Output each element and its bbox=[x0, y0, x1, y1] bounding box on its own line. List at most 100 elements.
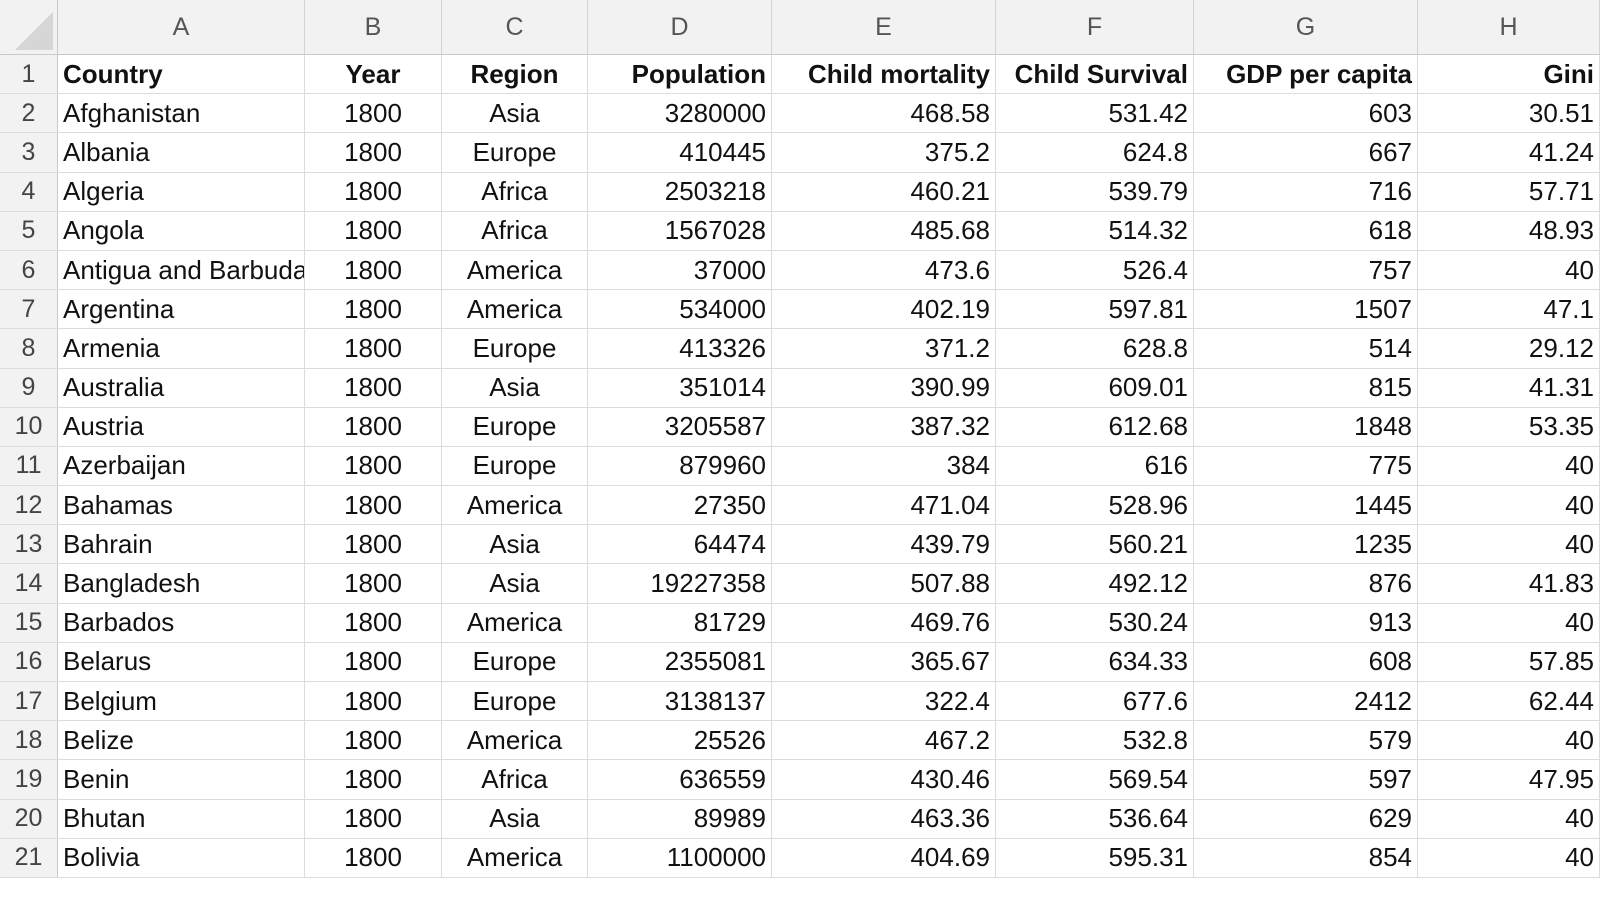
cell-year[interactable]: 1800 bbox=[305, 486, 442, 525]
row-number[interactable]: 17 bbox=[0, 682, 58, 721]
cell-gdp-per-capita[interactable]: 913 bbox=[1194, 603, 1418, 642]
cell-country[interactable]: Bolivia bbox=[58, 838, 305, 877]
cell-child-survival[interactable]: 526.4 bbox=[996, 250, 1194, 290]
row-number[interactable]: 21 bbox=[0, 838, 58, 877]
cell-year[interactable]: 1800 bbox=[305, 290, 442, 329]
cell-year[interactable]: 1800 bbox=[305, 133, 442, 172]
cell-population[interactable]: 3280000 bbox=[588, 94, 772, 133]
cell-child-mortality[interactable]: 387.32 bbox=[772, 407, 996, 446]
cell-child-mortality[interactable]: 463.36 bbox=[772, 799, 996, 838]
row-number[interactable]: 8 bbox=[0, 329, 58, 368]
cell-child-survival[interactable]: 530.24 bbox=[996, 603, 1194, 642]
cell-gini[interactable]: 40 bbox=[1418, 838, 1600, 877]
cell-year[interactable]: 1800 bbox=[305, 682, 442, 721]
cell-gdp-per-capita[interactable]: 775 bbox=[1194, 446, 1418, 486]
row-number[interactable]: 7 bbox=[0, 290, 58, 329]
cell-population[interactable]: 534000 bbox=[588, 290, 772, 329]
cell-country[interactable]: Antigua and Barbuda bbox=[58, 250, 305, 290]
cell-year[interactable]: 1800 bbox=[305, 94, 442, 133]
cell-population[interactable]: 410445 bbox=[588, 133, 772, 172]
column-header-b[interactable]: B bbox=[305, 0, 442, 54]
cell-gini[interactable]: 57.85 bbox=[1418, 642, 1600, 681]
cell-year[interactable]: 1800 bbox=[305, 603, 442, 642]
column-header-e[interactable]: E bbox=[772, 0, 996, 54]
cell-region[interactable]: Africa bbox=[442, 211, 588, 250]
cell-gini[interactable]: 40 bbox=[1418, 603, 1600, 642]
cell-gini[interactable]: 29.12 bbox=[1418, 329, 1600, 368]
cell-child-mortality[interactable]: 430.46 bbox=[772, 760, 996, 799]
cell-country[interactable]: Albania bbox=[58, 133, 305, 172]
cell-year[interactable]: 1800 bbox=[305, 407, 442, 446]
header-cell-child-mortality[interactable]: Child mortality bbox=[772, 55, 996, 94]
row-number[interactable]: 10 bbox=[0, 407, 58, 446]
row-number[interactable]: 3 bbox=[0, 133, 58, 172]
cell-gdp-per-capita[interactable]: 2412 bbox=[1194, 682, 1418, 721]
cell-population[interactable]: 2355081 bbox=[588, 642, 772, 681]
cell-country[interactable]: Belgium bbox=[58, 682, 305, 721]
cell-gini[interactable]: 57.71 bbox=[1418, 172, 1600, 211]
cell-child-survival[interactable]: 528.96 bbox=[996, 486, 1194, 525]
column-header-c[interactable]: C bbox=[442, 0, 588, 54]
row-number[interactable]: 19 bbox=[0, 760, 58, 799]
cell-child-survival[interactable]: 492.12 bbox=[996, 564, 1194, 603]
row-number[interactable]: 6 bbox=[0, 250, 58, 290]
cell-population[interactable]: 89989 bbox=[588, 799, 772, 838]
cell-gdp-per-capita[interactable]: 629 bbox=[1194, 799, 1418, 838]
header-cell-child-survival[interactable]: Child Survival bbox=[996, 55, 1194, 94]
cell-gini[interactable]: 40 bbox=[1418, 486, 1600, 525]
cell-year[interactable]: 1800 bbox=[305, 250, 442, 290]
cell-population[interactable]: 25526 bbox=[588, 721, 772, 760]
cell-child-survival[interactable]: 609.01 bbox=[996, 368, 1194, 407]
cell-gdp-per-capita[interactable]: 603 bbox=[1194, 94, 1418, 133]
cell-population[interactable]: 413326 bbox=[588, 329, 772, 368]
cell-region[interactable]: Europe bbox=[442, 446, 588, 486]
cell-child-survival[interactable]: 597.81 bbox=[996, 290, 1194, 329]
select-all-corner[interactable] bbox=[0, 0, 58, 54]
cell-gini[interactable]: 48.93 bbox=[1418, 211, 1600, 250]
cell-gini[interactable]: 41.83 bbox=[1418, 564, 1600, 603]
header-cell-population[interactable]: Population bbox=[588, 55, 772, 94]
cell-region[interactable]: America bbox=[442, 486, 588, 525]
cell-child-mortality[interactable]: 507.88 bbox=[772, 564, 996, 603]
row-number[interactable]: 15 bbox=[0, 603, 58, 642]
header-cell-year[interactable]: Year bbox=[305, 55, 442, 94]
cell-country[interactable]: Belize bbox=[58, 721, 305, 760]
cell-gdp-per-capita[interactable]: 1848 bbox=[1194, 407, 1418, 446]
cell-gini[interactable]: 41.24 bbox=[1418, 133, 1600, 172]
cell-gini[interactable]: 40 bbox=[1418, 250, 1600, 290]
cell-child-mortality[interactable]: 468.58 bbox=[772, 94, 996, 133]
cell-country[interactable]: Barbados bbox=[58, 603, 305, 642]
cell-year[interactable]: 1800 bbox=[305, 838, 442, 877]
cell-population[interactable]: 81729 bbox=[588, 603, 772, 642]
cell-gdp-per-capita[interactable]: 1507 bbox=[1194, 290, 1418, 329]
cell-child-survival[interactable]: 677.6 bbox=[996, 682, 1194, 721]
cell-year[interactable]: 1800 bbox=[305, 642, 442, 681]
cell-child-survival[interactable]: 634.33 bbox=[996, 642, 1194, 681]
column-header-d[interactable]: D bbox=[588, 0, 772, 54]
cell-child-survival[interactable]: 514.32 bbox=[996, 211, 1194, 250]
cell-region[interactable]: Asia bbox=[442, 799, 588, 838]
cell-country[interactable]: Argentina bbox=[58, 290, 305, 329]
cell-year[interactable]: 1800 bbox=[305, 368, 442, 407]
cell-region[interactable]: America bbox=[442, 250, 588, 290]
cell-gini[interactable]: 62.44 bbox=[1418, 682, 1600, 721]
cell-child-mortality[interactable]: 467.2 bbox=[772, 721, 996, 760]
cell-region[interactable]: Europe bbox=[442, 682, 588, 721]
cell-year[interactable]: 1800 bbox=[305, 211, 442, 250]
cell-gini[interactable]: 53.35 bbox=[1418, 407, 1600, 446]
cell-gini[interactable]: 47.95 bbox=[1418, 760, 1600, 799]
row-number[interactable]: 20 bbox=[0, 799, 58, 838]
cell-population[interactable]: 37000 bbox=[588, 250, 772, 290]
cell-region[interactable]: Africa bbox=[442, 760, 588, 799]
cell-gdp-per-capita[interactable]: 716 bbox=[1194, 172, 1418, 211]
cell-child-survival[interactable]: 536.64 bbox=[996, 799, 1194, 838]
column-header-g[interactable]: G bbox=[1194, 0, 1418, 54]
cell-population[interactable]: 27350 bbox=[588, 486, 772, 525]
cell-gini[interactable]: 41.31 bbox=[1418, 368, 1600, 407]
cell-country[interactable]: Belarus bbox=[58, 642, 305, 681]
row-number[interactable]: 4 bbox=[0, 172, 58, 211]
cell-country[interactable]: Australia bbox=[58, 368, 305, 407]
cell-region[interactable]: Asia bbox=[442, 368, 588, 407]
cell-child-mortality[interactable]: 485.68 bbox=[772, 211, 996, 250]
cell-gini[interactable]: 47.1 bbox=[1418, 290, 1600, 329]
